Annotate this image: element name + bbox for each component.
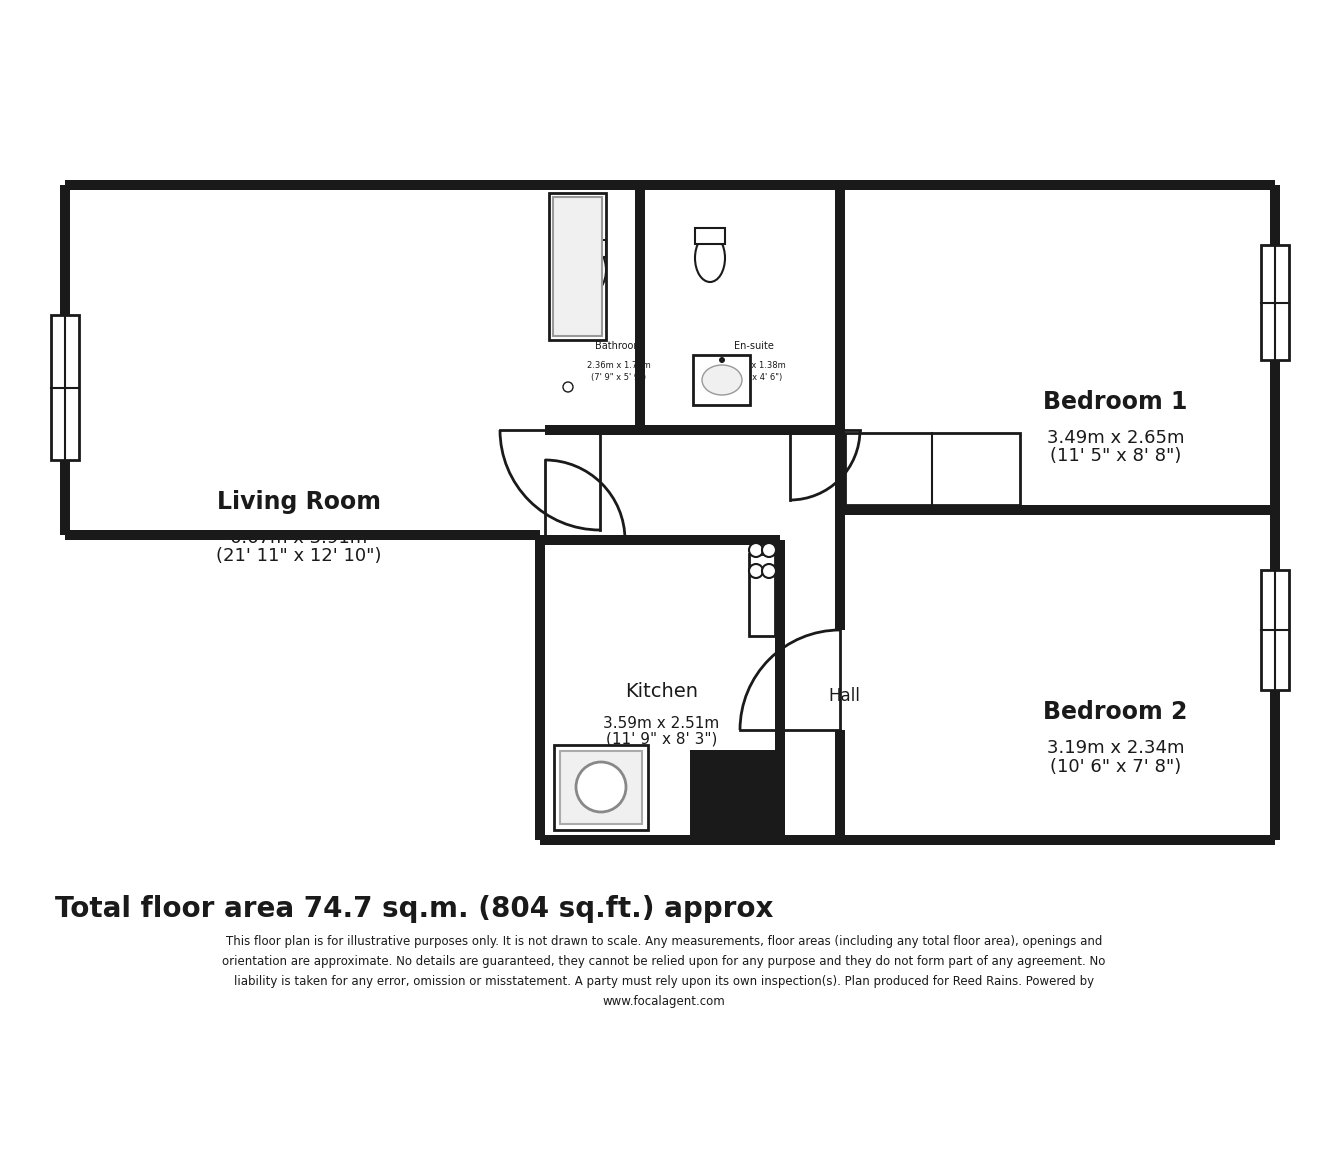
Bar bbox=[693, 355, 750, 405]
Circle shape bbox=[749, 543, 764, 557]
Bar bbox=[554, 745, 648, 830]
Text: orientation are approximate. No details are guaranteed, they cannot be relied up: orientation are approximate. No details … bbox=[222, 955, 1106, 968]
Text: (7' 9" x 5' 9"): (7' 9" x 5' 9") bbox=[591, 373, 647, 382]
Ellipse shape bbox=[695, 234, 725, 282]
Text: 2.36m x 1.38m: 2.36m x 1.38m bbox=[722, 361, 786, 371]
Text: Bathroom: Bathroom bbox=[595, 341, 643, 351]
Circle shape bbox=[749, 564, 764, 578]
Bar bbox=[535, 535, 544, 840]
Bar bbox=[845, 433, 1020, 505]
Circle shape bbox=[563, 382, 572, 392]
Bar bbox=[845, 510, 1275, 840]
Text: This floor plan is for illustrative purposes only. It is not drawn to scale. Any: This floor plan is for illustrative purp… bbox=[226, 935, 1102, 948]
Bar bbox=[65, 185, 540, 535]
Bar bbox=[776, 540, 785, 840]
Bar bbox=[841, 505, 1275, 514]
Circle shape bbox=[576, 762, 625, 811]
Circle shape bbox=[762, 564, 776, 578]
Text: www.focalagent.com: www.focalagent.com bbox=[603, 994, 725, 1008]
Circle shape bbox=[762, 543, 776, 557]
Bar bbox=[544, 185, 640, 430]
Ellipse shape bbox=[703, 365, 742, 395]
Bar bbox=[845, 185, 1275, 510]
Bar bbox=[544, 535, 780, 546]
Bar bbox=[560, 750, 641, 824]
Bar bbox=[749, 554, 776, 637]
Text: (7' 9" x 4' 6"): (7' 9" x 4' 6") bbox=[726, 373, 782, 382]
Text: En-suite: En-suite bbox=[734, 341, 774, 351]
Text: Total floor area 74.7 sq.m. (804 sq.ft.) approx: Total floor area 74.7 sq.m. (804 sq.ft.)… bbox=[54, 895, 773, 923]
Bar bbox=[1270, 185, 1280, 840]
Text: Bedroom 1: Bedroom 1 bbox=[1044, 389, 1187, 413]
Bar bbox=[544, 540, 780, 840]
Bar bbox=[695, 228, 725, 244]
Text: Hall: Hall bbox=[829, 687, 861, 706]
Bar bbox=[50, 315, 78, 460]
Bar bbox=[835, 730, 845, 840]
Circle shape bbox=[718, 357, 725, 363]
Bar bbox=[1262, 245, 1289, 360]
Bar bbox=[835, 510, 845, 630]
Bar bbox=[540, 834, 1275, 845]
Bar bbox=[635, 185, 645, 430]
Text: 3.59m x 2.51m: 3.59m x 2.51m bbox=[603, 716, 720, 731]
Bar bbox=[548, 193, 606, 340]
Bar bbox=[835, 185, 845, 510]
Text: Kitchen: Kitchen bbox=[625, 683, 697, 701]
Text: Bedroom 2: Bedroom 2 bbox=[1044, 700, 1187, 724]
Bar bbox=[544, 425, 841, 435]
Text: (21' 11" x 12' 10"): (21' 11" x 12' 10") bbox=[216, 547, 381, 565]
Bar bbox=[60, 185, 70, 535]
Text: 2.36m x 1.76m: 2.36m x 1.76m bbox=[587, 361, 651, 371]
Bar bbox=[691, 750, 780, 840]
Bar bbox=[544, 430, 845, 540]
Bar bbox=[645, 185, 841, 430]
Bar bbox=[780, 540, 845, 840]
Text: 3.49m x 2.65m: 3.49m x 2.65m bbox=[1046, 428, 1185, 447]
Bar bbox=[1262, 570, 1289, 689]
Bar bbox=[578, 241, 606, 257]
Text: 6.67m x 3.91m: 6.67m x 3.91m bbox=[230, 528, 368, 547]
Text: Living Room: Living Room bbox=[216, 489, 381, 513]
Text: (11' 9" x 8' 3"): (11' 9" x 8' 3") bbox=[606, 732, 717, 747]
Text: liability is taken for any error, omission or misstatement. A party must rely up: liability is taken for any error, omissi… bbox=[234, 975, 1094, 988]
Text: 3.19m x 2.34m: 3.19m x 2.34m bbox=[1046, 739, 1185, 757]
Bar bbox=[65, 180, 1275, 190]
Bar bbox=[552, 197, 602, 336]
Ellipse shape bbox=[578, 247, 606, 292]
Bar bbox=[65, 529, 540, 540]
Text: (11' 5" x 8' 8"): (11' 5" x 8' 8") bbox=[1050, 447, 1181, 465]
Text: (10' 6" x 7' 8"): (10' 6" x 7' 8") bbox=[1050, 757, 1181, 776]
